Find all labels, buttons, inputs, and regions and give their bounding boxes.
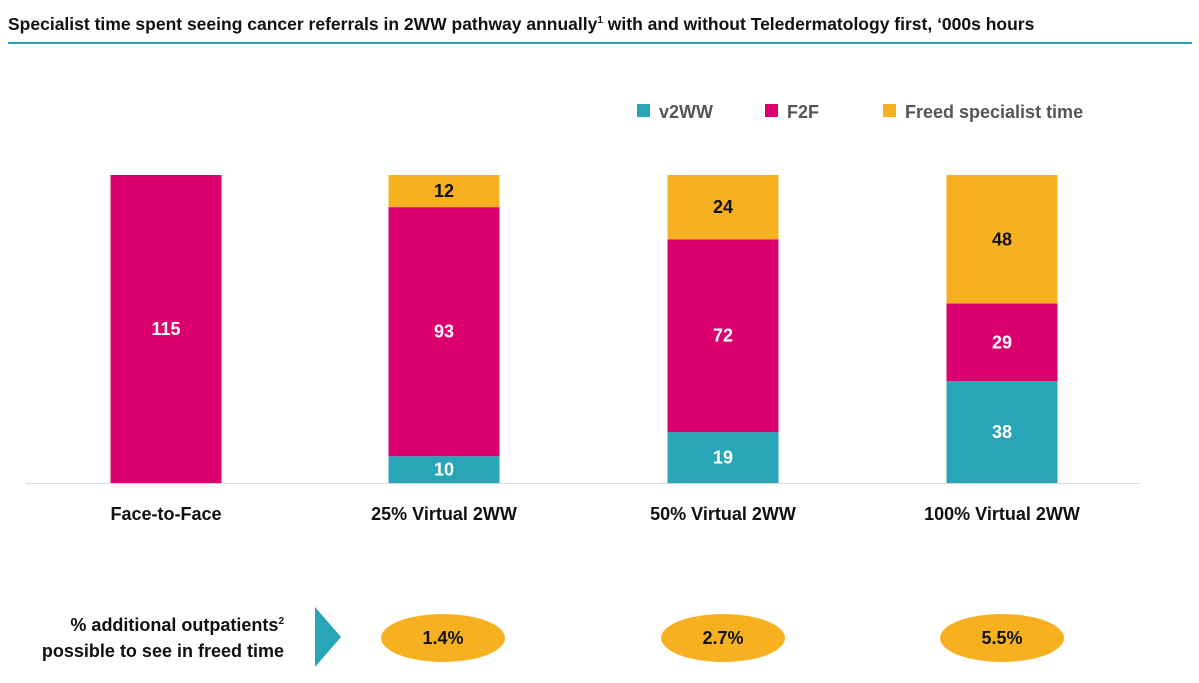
- bar-100-virtual-2ww-freed-specialist-time: [946, 175, 1058, 304]
- footer-label: % additional outpatients2 possible to se…: [0, 612, 284, 664]
- footer-label-line1: % additional outpatients: [70, 615, 279, 635]
- bar-100-virtual-2ww-f2f: [946, 303, 1058, 382]
- bar-50-virtual-2ww-f2f: [667, 239, 779, 433]
- title-text: Specialist time spent seeing cancer refe…: [8, 14, 598, 34]
- bar-25-virtual-2ww-f2f: [388, 207, 500, 457]
- title-text-end: with and without Teledermatology first, …: [602, 14, 1035, 34]
- x-tick-label-face-to-face: Face-to-Face: [110, 504, 221, 524]
- bar-25-virtual-2ww-freed-specialist-time: [388, 175, 500, 208]
- data-label-25-virtual-2ww-v2ww: 10: [434, 460, 454, 480]
- pointer-arrow-icon: [315, 607, 341, 667]
- freed-time-pill-25: 1.4%: [381, 614, 505, 662]
- legend-label-freed-specialist-time: Freed specialist time: [905, 102, 1083, 122]
- data-label-25-virtual-2ww-f2f: 93: [434, 322, 454, 342]
- data-label-100-virtual-2ww-freed-specialist-time: 48: [992, 229, 1012, 249]
- legend-swatch-freed-specialist-time: [883, 104, 896, 117]
- data-label-50-virtual-2ww-v2ww: 19: [713, 448, 733, 468]
- footer-footnote-marker: 2: [278, 616, 284, 627]
- bar-50-virtual-2ww-v2ww: [667, 432, 779, 483]
- bar-face-to-face-f2f: [110, 175, 222, 483]
- bar-100-virtual-2ww-v2ww: [946, 381, 1058, 483]
- bar-50-virtual-2ww-freed-specialist-time: [667, 175, 779, 240]
- data-label-25-virtual-2ww-freed-specialist-time: 12: [434, 181, 454, 201]
- legend-swatch-v2ww: [637, 104, 650, 117]
- x-tick-label-25-virtual-2ww: 25% Virtual 2WW: [371, 504, 517, 524]
- legend-swatch-f2f: [765, 104, 778, 117]
- title-underline: [8, 42, 1192, 44]
- data-label-50-virtual-2ww-f2f: 72: [713, 326, 733, 346]
- data-label-100-virtual-2ww-f2f: 29: [992, 332, 1012, 352]
- chart-title: Specialist time spent seeing cancer refe…: [8, 14, 1034, 35]
- stacked-bar-chart: v2WW F2F Freed specialist time 115 Face-to-F…: [26, 102, 1140, 524]
- data-label-50-virtual-2ww-freed-specialist-time: 24: [713, 197, 733, 217]
- data-label-100-virtual-2ww-v2ww: 38: [992, 422, 1012, 442]
- bar-25-virtual-2ww-v2ww: [388, 456, 500, 483]
- legend-label-v2ww: v2WW: [659, 102, 713, 122]
- x-tick-label-100-virtual-2ww: 100% Virtual 2WW: [924, 504, 1080, 524]
- title-footnote-marker: 1: [597, 15, 603, 27]
- footer-label-line2: possible to see in freed time: [41, 641, 284, 661]
- data-label-face-to-face-f2f: 115: [151, 319, 180, 339]
- x-tick-label-50-virtual-2ww: 50% Virtual 2WW: [650, 504, 796, 524]
- freed-time-pill-50: 2.7%: [661, 614, 785, 662]
- freed-time-pill-100: 5.5%: [940, 614, 1064, 662]
- legend-label-f2f: F2F: [787, 102, 819, 122]
